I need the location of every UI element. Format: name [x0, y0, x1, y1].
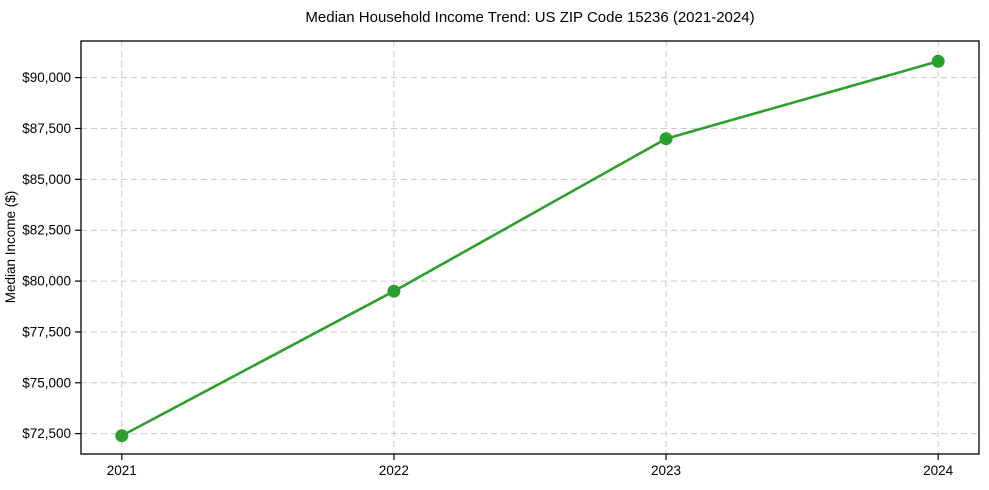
trend-line — [120, 60, 940, 437]
y-tick-label: $75,000 — [22, 375, 71, 390]
x-tick-label: 2024 — [923, 463, 954, 478]
x-tick-label: 2021 — [107, 463, 137, 478]
data-point-marker — [931, 54, 945, 68]
y-tick-label: $77,500 — [22, 324, 71, 339]
y-tick-label: $90,000 — [22, 70, 71, 85]
y-axis-label: Median Income ($) — [3, 191, 18, 304]
data-point-marker — [659, 132, 673, 146]
series-layer — [115, 54, 945, 443]
y-tick-label: $87,500 — [22, 121, 71, 136]
x-tick-label: 2023 — [651, 463, 681, 478]
y-tick-label: $72,500 — [22, 426, 71, 441]
y-tick-label: $80,000 — [22, 274, 71, 289]
chart-title: Median Household Income Trend: US ZIP Co… — [305, 9, 754, 26]
y-tick-label: $85,000 — [22, 172, 71, 187]
x-tick-label: 2022 — [379, 463, 409, 478]
data-point-marker — [115, 429, 129, 443]
data-point-marker — [387, 284, 401, 298]
y-tick-label: $82,500 — [22, 223, 71, 238]
axes-spines — [80, 40, 980, 455]
grid-layer — [81, 41, 979, 454]
plot-border — [80, 40, 980, 455]
tick-layer: $72,500 $75,000 $77,500 $80,000 $82,500 $85,0… — [22, 70, 953, 478]
